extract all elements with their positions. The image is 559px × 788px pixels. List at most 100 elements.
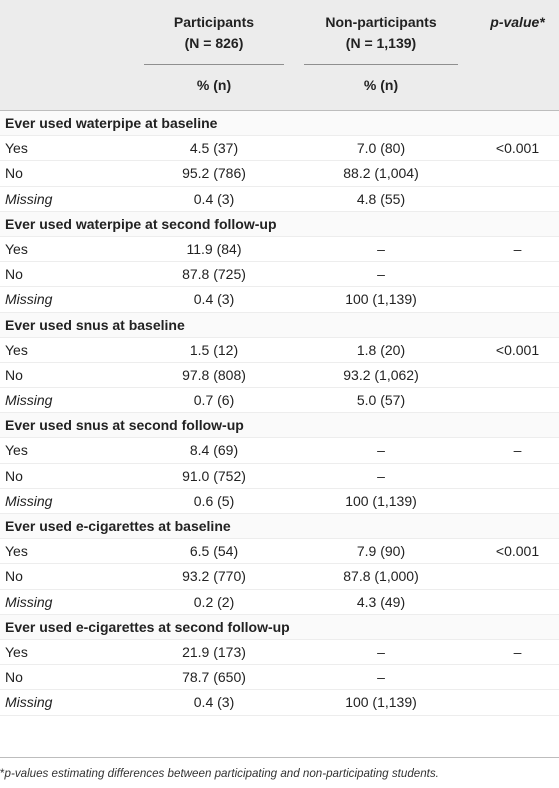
table-row: No 95.2 (786) 88.2 (1,004) [0, 161, 559, 187]
row-label: Missing [5, 291, 53, 308]
nonparticipants-cell: 100 (1,139) [345, 694, 417, 711]
section-label: Ever used e-cigarettes at baseline [5, 518, 231, 534]
nonparticipants-cell: 87.8 (1,000) [343, 568, 419, 585]
nonparticipants-cell: – [377, 240, 385, 257]
section-label: Ever used waterpipe at second follow-up [5, 215, 277, 232]
row-label: No [5, 669, 23, 686]
nonparticipants-cell: – [377, 442, 385, 459]
table-row: No 91.0 (752) – [0, 464, 559, 489]
participants-cell: 87.8 (725) [182, 266, 246, 283]
pvalue-cell: <0.001 [495, 140, 540, 157]
table-row: Missing 0.4 (3) 100 (1,139) [0, 287, 559, 313]
participants-cell: 0.2 (2) [193, 593, 235, 610]
row-label: No [5, 165, 23, 182]
nonparticipants-cell: 100 (1,139) [345, 492, 417, 509]
participants-cell: 0.7 (6) [193, 392, 235, 409]
participants-cell: 21.9 (173) [182, 643, 246, 660]
participants-cell: 78.7 (650) [182, 669, 246, 686]
nonparticipants-cell: 88.2 (1,004) [343, 165, 419, 182]
section-row: Ever used waterpipe at second follow-up [0, 211, 559, 237]
nonparticipants-cell: 7.9 (90) [356, 543, 406, 560]
section-row: Ever used e-cigarettes at baseline [0, 514, 559, 540]
nonparticipants-cell: 5.0 (57) [356, 392, 406, 409]
participants-cell: 11.9 (84) [186, 240, 242, 257]
row-label: Yes [5, 543, 28, 560]
nonparticipants-cell: 7.0 (80) [356, 140, 406, 157]
table-row: No 97.8 (808) 93.2 (1,062) [0, 363, 559, 389]
nonparticipants-cell: 1.8 (20) [356, 341, 406, 358]
participants-header: Participants (N = 826) [144, 12, 284, 54]
row-label: Missing [5, 492, 53, 509]
footnote-marker: * [0, 767, 5, 780]
row-label: No [5, 366, 23, 383]
participants-cell: 4.5 (37) [189, 140, 239, 157]
participants-cell: 0.4 (3) [193, 291, 235, 308]
nonparticipants-rule [304, 64, 458, 65]
pvalue-header: p-value* [490, 14, 545, 30]
participants-label: Participants [173, 14, 255, 30]
row-label: No [5, 266, 23, 283]
participants-percent-label: % (n) [196, 77, 232, 93]
row-label: Missing [5, 392, 53, 409]
nonparticipants-cell: 4.3 (49) [356, 593, 406, 610]
participants-cell: 91.0 (752) [182, 467, 246, 484]
table-header: Participants (N = 826) Non-participants … [0, 0, 559, 111]
nonparticipants-cell: 100 (1,139) [345, 291, 417, 308]
nonparticipants-cell: – [377, 266, 385, 283]
table-row: Yes 11.9 (84) – – [0, 237, 559, 263]
nonparticipants-n: (N = 1,139) [345, 35, 417, 51]
section-row: Ever used e-cigarettes at second follow-… [0, 614, 559, 640]
pvalue-cell: – [513, 240, 522, 257]
nonparticipants-label: Non-participants [325, 14, 437, 30]
section-row: Ever used snus at second follow-up [0, 413, 559, 439]
table-row: Yes 1.5 (12) 1.8 (20) <0.001 [0, 338, 559, 363]
section-label: Ever used waterpipe at baseline [5, 115, 218, 131]
participants-cell: 8.4 (69) [189, 442, 239, 459]
table-row: Missing 0.4 (3) 100 (1,139) [0, 690, 559, 716]
table-row: Missing 0.6 (5) 100 (1,139) [0, 489, 559, 514]
table-row: Missing 0.2 (2) 4.3 (49) [0, 590, 559, 615]
table-row: Yes 8.4 (69) – – [0, 438, 559, 464]
table-row: No 87.8 (725) – [0, 262, 559, 288]
participants-cell: 95.2 (786) [182, 165, 246, 182]
table-row: Missing 0.7 (6) 5.0 (57) [0, 388, 559, 414]
section-row: Ever used snus at baseline [0, 312, 559, 338]
section-row: Ever used waterpipe at baseline [0, 111, 559, 137]
table-row: Yes 4.5 (37) 7.0 (80) <0.001 [0, 136, 559, 162]
pvalue-cell: – [513, 442, 522, 459]
row-label: Missing [5, 190, 53, 207]
section-label: Ever used e-cigarettes at second follow-… [5, 618, 290, 635]
row-label: Yes [5, 442, 28, 459]
table-row: Yes 21.9 (173) – – [0, 640, 559, 666]
footnote-text: p-values estimating differences between … [4, 767, 439, 780]
nonparticipants-cell: – [377, 643, 385, 660]
table-body: Ever used waterpipe at baseline Yes 4.5 (3… [0, 111, 559, 716]
participants-cell: 1.5 (12) [189, 341, 239, 358]
nonparticipants-cell: – [377, 669, 385, 686]
table-row: Yes 6.5 (54) 7.9 (90) <0.001 [0, 539, 559, 565]
table-row: Missing 0.4 (3) 4.8 (55) [0, 187, 559, 212]
nonparticipants-header: Non-participants (N = 1,139) [304, 12, 458, 54]
participants-cell: 97.8 (808) [182, 366, 246, 383]
participants-cell: 0.4 (3) [193, 190, 235, 207]
nonparticipants-cell: – [377, 467, 385, 484]
participants-n: (N = 826) [184, 35, 244, 51]
row-label: Yes [5, 341, 28, 358]
table-row: No 93.2 (770) 87.8 (1,000) [0, 564, 559, 590]
participants-cell: 0.4 (3) [193, 694, 235, 711]
participants-cell: 93.2 (770) [182, 568, 246, 585]
pvalue-cell: <0.001 [495, 543, 540, 560]
row-label: Yes [5, 240, 28, 257]
participants-cell: 0.6 (5) [193, 492, 235, 509]
section-label: Ever used snus at baseline [5, 316, 185, 333]
participants-cell: 6.5 (54) [189, 543, 239, 560]
row-label: Yes [5, 643, 28, 660]
pvalue-cell: – [513, 643, 522, 660]
row-label: Yes [5, 140, 28, 157]
footnote: *p-values estimating differences between… [0, 757, 559, 780]
nonparticipants-cell: 4.8 (55) [356, 190, 406, 207]
row-label: Missing [5, 593, 53, 610]
row-label: Missing [5, 694, 53, 711]
section-label: Ever used snus at second follow-up [5, 417, 244, 434]
